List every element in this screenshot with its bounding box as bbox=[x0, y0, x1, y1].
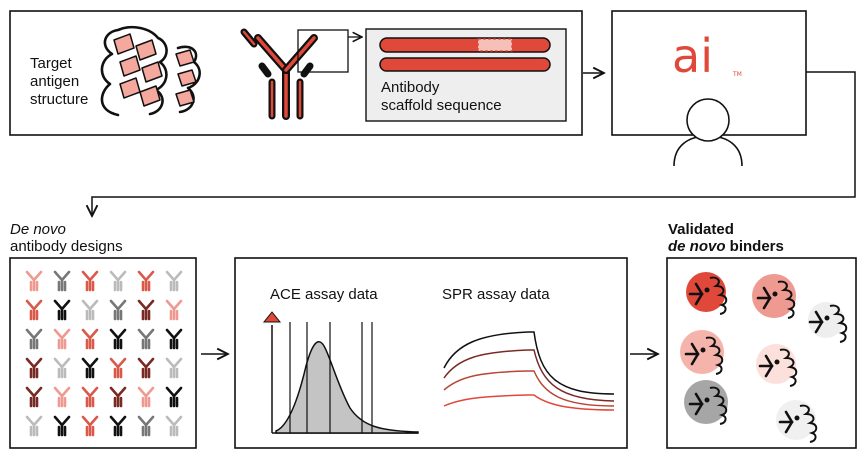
user-icon bbox=[673, 98, 743, 167]
design-antibody-icon bbox=[165, 270, 183, 292]
binder-antibody bbox=[778, 410, 794, 434]
binder-complex-icon bbox=[680, 330, 724, 375]
design-antibody-icon bbox=[53, 415, 71, 437]
antigen-coil bbox=[829, 304, 848, 343]
binders-title-line1: Validated bbox=[668, 221, 734, 238]
design-antibody-icon bbox=[25, 415, 43, 437]
arrow-to-designs bbox=[92, 71, 856, 216]
antibody-icon bbox=[240, 23, 337, 120]
ace-label: ACE assay data bbox=[270, 286, 378, 303]
design-antibody-icon bbox=[53, 328, 71, 350]
binders-title-rest: binders bbox=[725, 238, 784, 255]
binder-antibody bbox=[756, 286, 772, 310]
cdr-region bbox=[477, 38, 513, 52]
design-antibody-icon bbox=[25, 270, 43, 292]
spr-plot bbox=[443, 331, 615, 411]
binder-antibody bbox=[758, 354, 774, 378]
design-antibody-icon bbox=[137, 328, 155, 350]
binders-title-line2: de novo binders bbox=[668, 238, 784, 256]
design-antibody-icon bbox=[25, 386, 43, 408]
antigen-coil bbox=[779, 348, 798, 387]
antigen-coil bbox=[709, 276, 728, 315]
target-label-line3: structure bbox=[30, 91, 89, 108]
binder-complex-icon bbox=[756, 344, 798, 387]
spr-label: SPR assay data bbox=[442, 286, 550, 303]
binder-antibody bbox=[684, 342, 700, 366]
binders-title-italic: de novo bbox=[668, 238, 726, 255]
binder-group bbox=[680, 272, 848, 443]
binder-complex-icon bbox=[776, 400, 818, 443]
antigen-coil bbox=[709, 386, 728, 425]
design-antibody-icon bbox=[137, 357, 155, 379]
design-antibody-icon bbox=[165, 415, 183, 437]
design-antibody-icon bbox=[165, 299, 183, 321]
design-antibody-icon bbox=[137, 270, 155, 292]
design-antibody-icon bbox=[53, 357, 71, 379]
design-antibody-icon bbox=[109, 386, 127, 408]
design-antibody-icon bbox=[165, 386, 183, 408]
design-antibody-icon bbox=[53, 386, 71, 408]
antigen-coil bbox=[705, 336, 724, 375]
design-antibody-icon bbox=[81, 270, 99, 292]
ace-threshold-marker bbox=[262, 311, 282, 323]
scaffold-label-line2: scaffold sequence bbox=[381, 97, 502, 114]
antigen-coil bbox=[777, 280, 796, 319]
binder-antibody bbox=[688, 282, 704, 306]
design-antibody-icon bbox=[137, 299, 155, 321]
design-antibody-icon bbox=[53, 270, 71, 292]
design-antibody-icon bbox=[25, 299, 43, 321]
design-antibody-icon bbox=[165, 328, 183, 350]
ace-plot bbox=[262, 311, 419, 434]
design-antibody-icon bbox=[109, 357, 127, 379]
scaffold-label-line1: Antibody bbox=[381, 79, 440, 96]
designs-title-rest: antibody designs bbox=[10, 238, 123, 255]
ai-logo-tm: TM bbox=[732, 71, 742, 78]
heavy-chain-bar bbox=[379, 37, 551, 53]
designs-title-italic: De novo bbox=[10, 221, 66, 238]
design-antibody-icon bbox=[109, 328, 127, 350]
binder-antibody bbox=[688, 392, 704, 416]
binder-complex-icon bbox=[686, 272, 728, 315]
design-grid bbox=[25, 270, 183, 437]
design-antibody-icon bbox=[25, 357, 43, 379]
design-antibody-icon bbox=[137, 415, 155, 437]
design-antibody-icon bbox=[137, 386, 155, 408]
ace-distribution bbox=[275, 341, 419, 434]
design-antibody-icon bbox=[81, 299, 99, 321]
binder-complex-icon bbox=[752, 274, 796, 319]
protein-structure-icon bbox=[100, 25, 201, 117]
design-antibody-icon bbox=[81, 328, 99, 350]
ai-logo: ai bbox=[672, 29, 713, 83]
binder-antibody bbox=[808, 310, 824, 334]
binder-complex-icon bbox=[808, 302, 848, 343]
design-antibody-icon bbox=[25, 328, 43, 350]
target-label-line1: Target bbox=[30, 55, 72, 72]
target-label-line2: antigen bbox=[30, 73, 80, 90]
light-chain-bar bbox=[379, 57, 551, 72]
design-antibody-icon bbox=[81, 415, 99, 437]
design-antibody-icon bbox=[81, 357, 99, 379]
binder-complex-icon bbox=[684, 380, 728, 425]
antigen-coil bbox=[799, 404, 818, 443]
design-antibody-icon bbox=[53, 299, 71, 321]
design-antibody-icon bbox=[165, 357, 183, 379]
design-antibody-icon bbox=[109, 270, 127, 292]
design-antibody-icon bbox=[109, 415, 127, 437]
design-antibody-icon bbox=[109, 299, 127, 321]
design-antibody-icon bbox=[81, 386, 99, 408]
zoom-box bbox=[297, 29, 349, 73]
